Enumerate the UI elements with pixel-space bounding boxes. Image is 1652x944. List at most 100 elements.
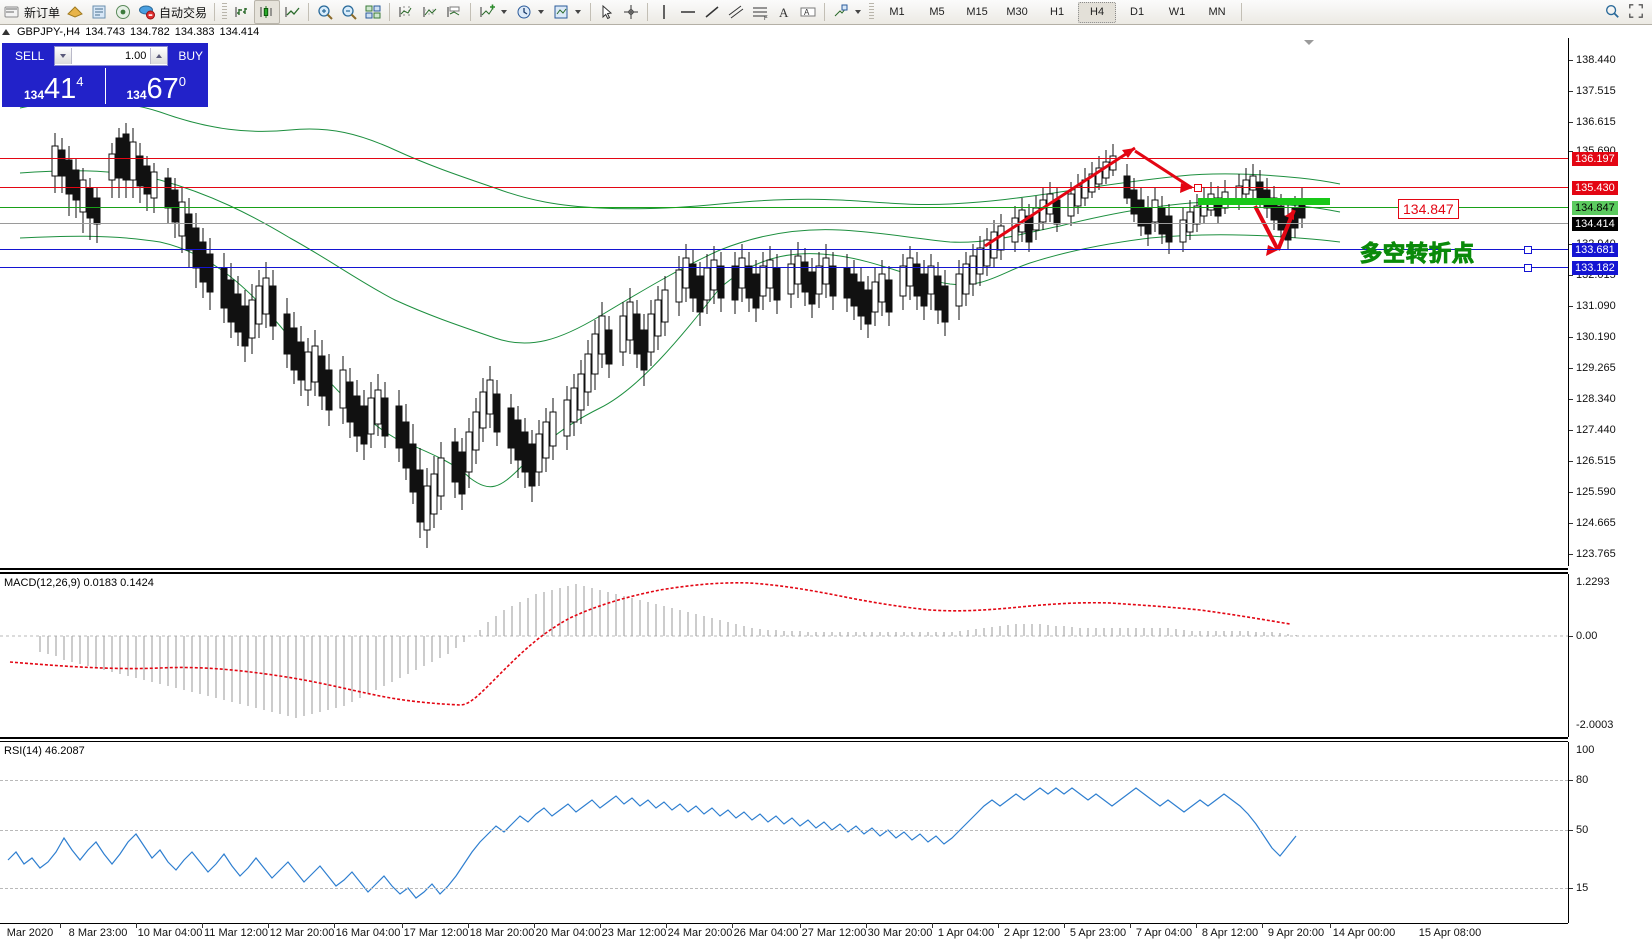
- symbol-name: GBPJPY-,H4: [17, 25, 81, 38]
- grid-icon: [421, 3, 439, 21]
- zoom-in-button[interactable]: [313, 1, 337, 23]
- chart-shift-marker-icon[interactable]: [1304, 40, 1314, 45]
- macd-pane[interactable]: MACD(12,26,9) 0.0183 0.1424 1.2293 0.00 …: [0, 574, 1652, 737]
- macd-scale[interactable]: 1.2293 0.00 -2.0003: [1569, 574, 1652, 737]
- line-anchor-135430[interactable]: [1194, 184, 1202, 192]
- time-axis[interactable]: Mar 2020 8 Mar 23:00 10 Mar 04:00 11 Mar…: [0, 923, 1652, 944]
- price-scale[interactable]: 138.440 137.515 136.615 135.690 132.940 …: [1569, 38, 1652, 566]
- period-separator-button[interactable]: [394, 1, 418, 23]
- pane-divider[interactable]: [0, 737, 1568, 739]
- lot-size-input[interactable]: 1.00: [124, 50, 147, 62]
- price-chart-pane[interactable]: 134.847 多空转折点 138.440 137.515 136.615 13…: [0, 38, 1652, 566]
- support-line-133681[interactable]: [0, 249, 1568, 250]
- equidistant-channel-button[interactable]: [724, 1, 748, 23]
- lot-decrease-button[interactable]: [55, 48, 73, 64]
- buy-button[interactable]: BUY: [178, 49, 204, 63]
- text-label-button[interactable]: A: [796, 1, 820, 23]
- buy-price[interactable]: 134 67 0: [104, 68, 208, 105]
- timeframe-m1[interactable]: M1: [889, 5, 905, 18]
- support-line-133182[interactable]: [0, 267, 1568, 268]
- chevron-down-icon[interactable]: [575, 10, 582, 14]
- collapse-triangle-icon[interactable]: [2, 28, 10, 35]
- horizontal-line-icon: [679, 3, 697, 21]
- new-order-button[interactable]: 新订单: [0, 1, 63, 23]
- time-tick: 10 Mar 04:00: [137, 927, 203, 939]
- lot-increase-button[interactable]: [150, 48, 168, 64]
- zoom-out-button[interactable]: [337, 1, 361, 23]
- sell-button[interactable]: SELL: [15, 49, 45, 63]
- chevron-down-icon[interactable]: [538, 10, 545, 14]
- horizontal-line-button[interactable]: [676, 1, 700, 23]
- vertical-line-button[interactable]: [652, 1, 676, 23]
- lot-size-stepper[interactable]: 1.00: [54, 46, 169, 66]
- line-anchor-133681[interactable]: [1524, 246, 1532, 254]
- chevron-down-icon[interactable]: [855, 10, 862, 14]
- ohlc-button[interactable]: [442, 1, 466, 23]
- price-chip-133681[interactable]: 133.681: [1572, 243, 1618, 257]
- cursor-button[interactable]: [595, 1, 619, 23]
- price-callout-box[interactable]: 134.847: [1398, 199, 1459, 219]
- chevron-down-icon[interactable]: [501, 10, 508, 14]
- macd-plot-area[interactable]: [0, 574, 1568, 737]
- tile-windows-button[interactable]: [361, 1, 385, 23]
- vertical-line-icon: [655, 3, 673, 21]
- navigator-button[interactable]: [111, 1, 135, 23]
- macd-svg: [0, 582, 1568, 718]
- line-anchor-133182[interactable]: [1524, 264, 1532, 272]
- timeframe-m5[interactable]: M5: [929, 5, 945, 18]
- price-chip-136197[interactable]: 136.197: [1572, 152, 1618, 166]
- indicators-button[interactable]: [475, 1, 512, 23]
- rsi-level-15: [0, 888, 1568, 889]
- time-tick: 8 Apr 12:00: [1201, 927, 1259, 939]
- indicators-icon: [478, 3, 496, 21]
- price-plot-area[interactable]: 134.847 多空转折点: [0, 38, 1568, 566]
- price-chip-current[interactable]: 134.414: [1572, 217, 1618, 231]
- timeframe-m30[interactable]: M30: [1006, 5, 1028, 18]
- rsi-pane[interactable]: RSI(14) 46.2087 100 80 50 15: [0, 742, 1652, 923]
- price-chip-133182[interactable]: 133.182: [1572, 261, 1618, 275]
- timeframe-mn[interactable]: MN: [1208, 5, 1226, 18]
- buy-price-prefix: 134: [126, 88, 147, 102]
- timeframe-h4[interactable]: H4: [1078, 1, 1117, 23]
- text-button[interactable]: A: [772, 1, 796, 23]
- expert-advisor-button[interactable]: [63, 1, 87, 23]
- timeframe-w1[interactable]: W1: [1168, 5, 1186, 18]
- toolbar-grip[interactable]: [222, 3, 228, 21]
- line-chart-button[interactable]: [280, 1, 304, 23]
- price-tick: 130.190: [1576, 331, 1616, 343]
- resistance-line-135430[interactable]: [0, 187, 1568, 188]
- target-line-134847[interactable]: [0, 207, 1568, 208]
- pane-divider[interactable]: [0, 568, 1568, 570]
- pane-divider[interactable]: [0, 572, 1568, 574]
- search-icon[interactable]: [1604, 3, 1622, 21]
- price-chip-134847[interactable]: 134.847: [1572, 201, 1618, 215]
- ohlc-icon: [445, 3, 463, 21]
- candlestick-chart-button[interactable]: [254, 0, 281, 24]
- trendline-button[interactable]: [700, 1, 724, 23]
- price-chip-135430[interactable]: 135.430: [1572, 181, 1618, 195]
- templates-button[interactable]: [549, 1, 586, 23]
- resistance-line-136197[interactable]: [0, 158, 1568, 159]
- rsi-plot-area[interactable]: [0, 742, 1568, 923]
- chinese-annotation-text[interactable]: 多空转折点: [1359, 241, 1476, 267]
- sell-price-prefix: 134: [23, 88, 45, 102]
- period-button[interactable]: [512, 1, 549, 23]
- rsi-scale[interactable]: 100 80 50 15: [1569, 742, 1652, 923]
- timeframe-d1[interactable]: D1: [1130, 5, 1145, 18]
- autotrading-button[interactable]: 自动交易: [135, 1, 210, 23]
- timeframe-h1[interactable]: H1: [1050, 5, 1065, 18]
- draw-shapes-button[interactable]: [829, 1, 866, 23]
- fibonacci-button[interactable]: F: [748, 1, 772, 23]
- data-window-button[interactable]: [87, 1, 111, 23]
- timeframe-m15[interactable]: M15: [966, 5, 988, 18]
- buy-price-main: 67: [146, 73, 179, 105]
- rsi-tick: 50: [1576, 824, 1589, 836]
- toolbar-grip[interactable]: [869, 3, 875, 21]
- crosshair-button[interactable]: [619, 1, 643, 23]
- rsi-tick: 80: [1576, 774, 1589, 786]
- data-window-icon: [90, 3, 108, 21]
- grid-button[interactable]: [418, 1, 442, 23]
- sell-price[interactable]: 134 41 4: [3, 68, 105, 104]
- bar-chart-button[interactable]: [230, 1, 254, 23]
- fullscreen-icon[interactable]: [1628, 3, 1646, 21]
